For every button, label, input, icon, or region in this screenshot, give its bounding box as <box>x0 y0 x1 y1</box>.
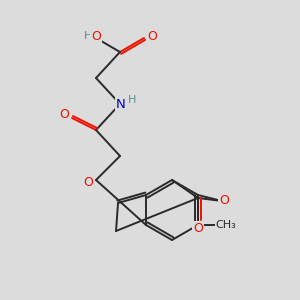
Text: O: O <box>83 176 93 190</box>
Text: O: O <box>59 109 69 122</box>
Text: H: H <box>128 95 136 105</box>
Text: CH₃: CH₃ <box>216 220 236 230</box>
Text: O: O <box>193 221 203 235</box>
Text: O: O <box>91 29 101 43</box>
Text: O: O <box>147 29 157 43</box>
Text: O: O <box>219 194 229 208</box>
Text: N: N <box>116 98 126 110</box>
Text: H: H <box>84 31 92 41</box>
